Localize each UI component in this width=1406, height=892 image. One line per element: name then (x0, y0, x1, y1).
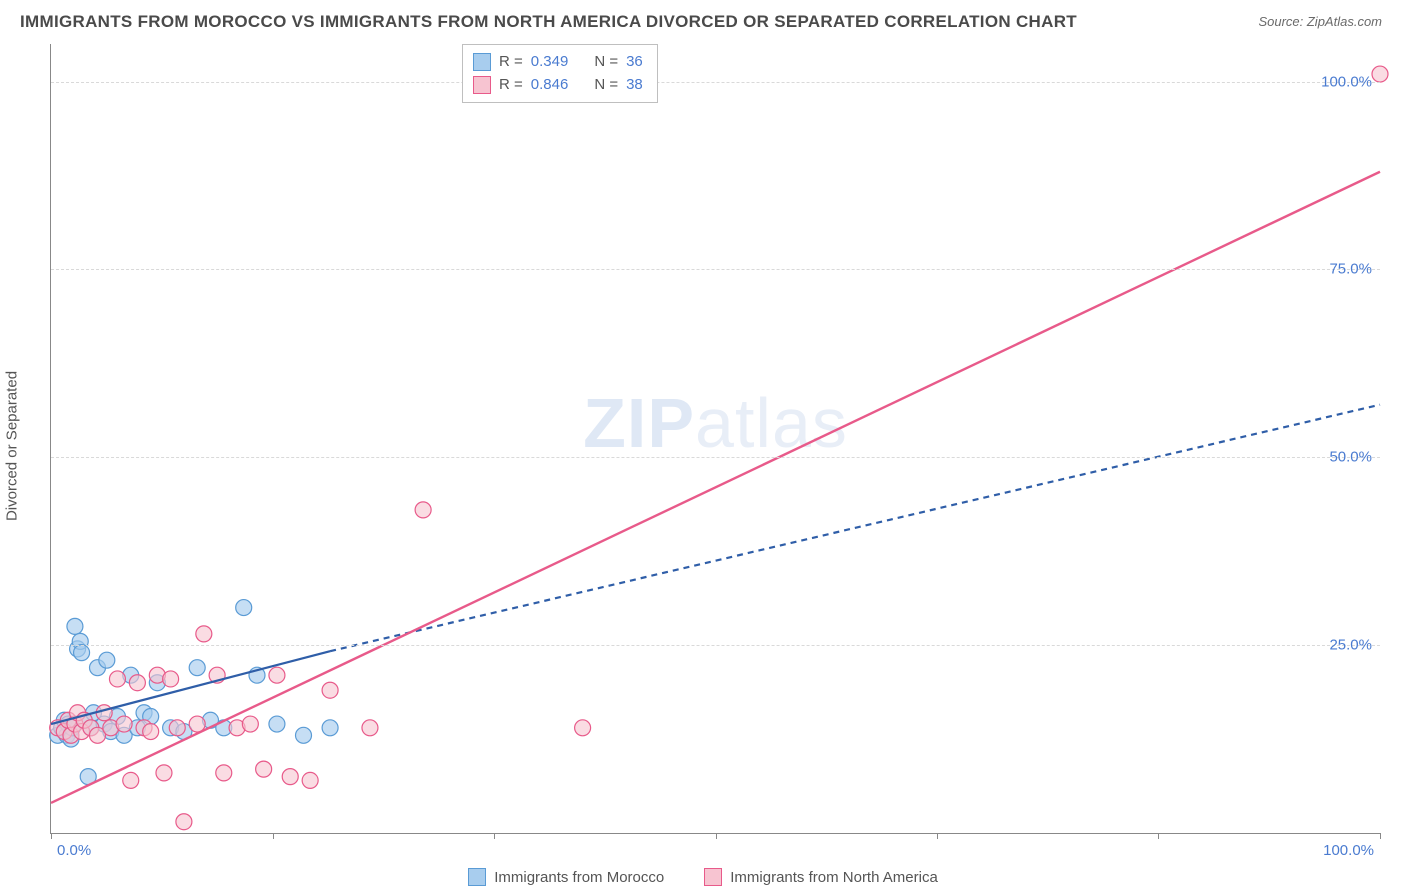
x-tick (1380, 833, 1381, 839)
data-point (296, 727, 312, 743)
data-point (169, 720, 185, 736)
data-point (123, 772, 139, 788)
series-name-morocco: Immigrants from Morocco (494, 869, 664, 886)
data-point (415, 502, 431, 518)
swatch-na-bottom (704, 868, 722, 886)
legend-row-na: R = 0.846 N = 38 (473, 74, 643, 97)
data-point (362, 720, 378, 736)
data-point (156, 765, 172, 781)
legend-item-morocco: Immigrants from Morocco (468, 868, 664, 886)
n-value-morocco: 36 (626, 51, 643, 74)
r-label: R = (499, 51, 523, 74)
y-tick-label: 100.0% (1321, 73, 1372, 90)
swatch-morocco (473, 53, 491, 71)
trend-line (51, 172, 1380, 803)
x-axis-max-label: 100.0% (1323, 842, 1374, 859)
x-tick (273, 833, 274, 839)
data-point (67, 618, 83, 634)
chart-svg (51, 44, 1380, 833)
data-point (163, 671, 179, 687)
r-value-na: 0.846 (531, 74, 569, 97)
y-tick-label: 50.0% (1329, 449, 1372, 466)
data-point (282, 769, 298, 785)
x-tick (716, 833, 717, 839)
data-point (99, 652, 115, 668)
trend-line (330, 405, 1380, 651)
data-point (129, 675, 145, 691)
data-point (236, 600, 252, 616)
data-point (575, 720, 591, 736)
data-point (189, 660, 205, 676)
x-tick (1158, 833, 1159, 839)
data-point (322, 682, 338, 698)
gridline (51, 82, 1380, 83)
y-tick-label: 25.0% (1329, 637, 1372, 654)
legend-row-morocco: R = 0.349 N = 36 (473, 51, 643, 74)
data-point (269, 716, 285, 732)
data-point (74, 645, 90, 661)
n-label: N = (594, 74, 618, 97)
swatch-na (473, 76, 491, 94)
data-point (1372, 66, 1388, 82)
data-point (196, 626, 212, 642)
y-tick-label: 75.0% (1329, 261, 1372, 278)
data-point (116, 716, 132, 732)
swatch-morocco-bottom (468, 868, 486, 886)
x-tick (937, 833, 938, 839)
data-point (109, 671, 125, 687)
data-point (322, 720, 338, 736)
data-point (242, 716, 258, 732)
series-legend: Immigrants from Morocco Immigrants from … (0, 868, 1406, 886)
stats-legend: R = 0.349 N = 36 R = 0.846 N = 38 (462, 44, 658, 103)
x-axis-min-label: 0.0% (57, 842, 91, 859)
legend-item-na: Immigrants from North America (704, 868, 938, 886)
data-point (143, 724, 159, 740)
x-tick (494, 833, 495, 839)
data-point (256, 761, 272, 777)
gridline (51, 645, 1380, 646)
gridline (51, 457, 1380, 458)
data-point (96, 705, 112, 721)
r-value-morocco: 0.349 (531, 51, 569, 74)
data-point (176, 814, 192, 830)
series-name-na: Immigrants from North America (730, 869, 938, 886)
r-label: R = (499, 74, 523, 97)
y-axis-label: Divorced or Separated (4, 371, 21, 521)
source-attribution: Source: ZipAtlas.com (1258, 14, 1382, 29)
gridline (51, 269, 1380, 270)
n-value-na: 38 (626, 74, 643, 97)
x-tick (51, 833, 52, 839)
n-label: N = (594, 51, 618, 74)
chart-title: IMMIGRANTS FROM MOROCCO VS IMMIGRANTS FR… (20, 12, 1077, 32)
data-point (302, 772, 318, 788)
plot-area: ZIPatlas 0.0% 100.0% 25.0%50.0%75.0%100.… (50, 44, 1380, 834)
data-point (216, 765, 232, 781)
data-point (269, 667, 285, 683)
